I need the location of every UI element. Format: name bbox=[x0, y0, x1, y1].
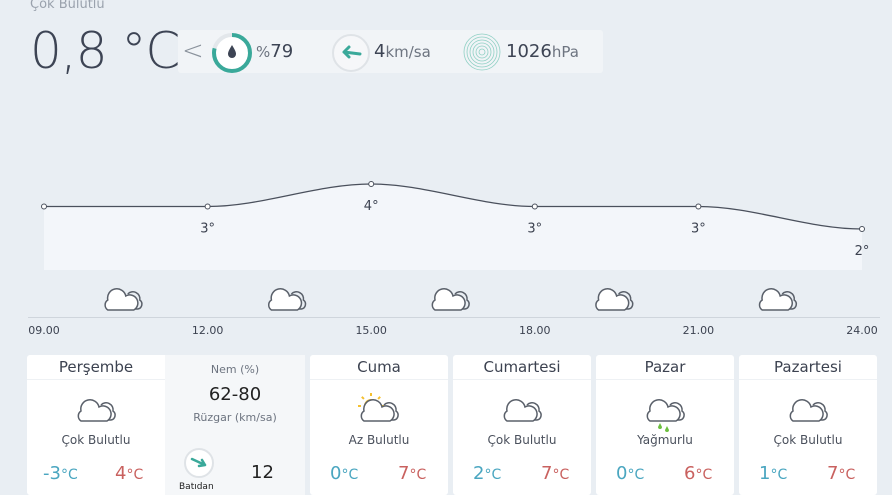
hourly-temperature-chart: 3° 4° 3° 3° 2° bbox=[41, 181, 870, 311]
cloudy-icon bbox=[27, 393, 165, 427]
temperature-label: 2° bbox=[855, 244, 870, 259]
pressure-icon bbox=[463, 33, 501, 71]
today-card: Perşembe Çok Bulutlu -3°C 4°C Nem (%) 62… bbox=[27, 355, 305, 495]
temperature-label: 3° bbox=[691, 222, 706, 237]
high-temp: 7°C bbox=[827, 463, 856, 484]
temperature-point bbox=[41, 203, 47, 210]
high-temp: 7°C bbox=[398, 463, 427, 484]
temperature-label: 3° bbox=[527, 222, 542, 237]
humidity-range: 62-80 bbox=[208, 384, 262, 405]
temperature-point bbox=[859, 226, 865, 232]
hour-label: 09.00 bbox=[28, 324, 60, 337]
humidity-gauge-icon bbox=[212, 33, 252, 73]
wind-speed: 12 bbox=[251, 462, 274, 483]
temperature-label: 4° bbox=[364, 199, 379, 214]
low-temp: 2°C bbox=[473, 463, 502, 484]
day-condition: Az Bulutlu bbox=[348, 433, 410, 447]
temperature-point bbox=[368, 181, 375, 187]
hour-label: 21.00 bbox=[682, 324, 715, 337]
high-temp: 7°C bbox=[541, 463, 570, 484]
cloudy-icon bbox=[595, 288, 634, 311]
hour-label: 15.00 bbox=[355, 324, 387, 337]
hour-label: 12.00 bbox=[191, 324, 224, 337]
temperature-point bbox=[531, 203, 538, 210]
low-temp: -3°C bbox=[43, 463, 78, 484]
wind-direction-icon bbox=[184, 448, 214, 478]
wind-value: 4km/sa bbox=[374, 41, 431, 62]
low-temp: 0°C bbox=[616, 463, 645, 484]
current-temperature: 0,8 °C bbox=[30, 22, 180, 80]
low-temp: 1°C bbox=[759, 463, 788, 484]
pressure-value: 1026hPa bbox=[506, 41, 579, 62]
high-temp: 6°C bbox=[684, 463, 713, 484]
chevron-left-icon[interactable]: < bbox=[182, 36, 204, 66]
hour-label: 18.00 bbox=[519, 324, 551, 337]
day-name: Perşembe bbox=[27, 355, 165, 380]
temperature-line bbox=[44, 183, 863, 230]
high-temp: 4°C bbox=[115, 463, 144, 484]
day-condition: Yağmurlu bbox=[637, 433, 693, 447]
day-name: Cumartesi bbox=[453, 355, 591, 380]
forecast-card-2[interactable]: Pazar Yağmurlu 0°C 6°C bbox=[596, 355, 734, 495]
cloudy-icon bbox=[104, 288, 143, 311]
forecast-card-1[interactable]: Cumartesi Çok Bulutlu 2°C 7°C bbox=[453, 355, 591, 495]
day-name: Pazartesi bbox=[739, 355, 877, 380]
day-condition: Çok Bulutlu bbox=[773, 433, 843, 447]
day-name: Cuma bbox=[310, 355, 448, 380]
temperature-point bbox=[204, 203, 211, 210]
wind-label: Rüzgar (km/sa) bbox=[193, 411, 277, 424]
forecast-card-0[interactable]: Cuma Az Bulutlu 0°C 7°C bbox=[310, 355, 448, 495]
temperature-point bbox=[695, 203, 702, 210]
day-name: Pazar bbox=[596, 355, 734, 380]
current-condition: Çok Bulutlu bbox=[30, 0, 105, 12]
cloudy-icon bbox=[267, 288, 307, 311]
wind-direction-icon bbox=[332, 34, 370, 72]
axis-line bbox=[28, 317, 880, 318]
rain-icon bbox=[596, 393, 734, 437]
partly-sunny-icon bbox=[310, 393, 448, 437]
day-condition: Çok Bulutlu bbox=[61, 433, 131, 447]
temperature-label: 3° bbox=[200, 222, 215, 237]
temperature-area bbox=[44, 184, 862, 270]
wind-direction-text: Batıdan bbox=[179, 482, 214, 492]
low-temp: 0°C bbox=[330, 463, 359, 484]
cloudy-icon bbox=[758, 288, 798, 311]
humidity-value: %79 bbox=[256, 41, 294, 62]
cloudy-icon bbox=[453, 393, 591, 437]
day-condition: Çok Bulutlu bbox=[487, 433, 557, 447]
cloudy-icon bbox=[431, 288, 470, 311]
humidity-label: Nem (%) bbox=[210, 363, 260, 376]
cloudy-icon bbox=[739, 393, 877, 437]
forecast-card-3[interactable]: Pazartesi Çok Bulutlu 1°C 7°C bbox=[739, 355, 877, 495]
hour-label: 24.00 bbox=[846, 324, 878, 337]
